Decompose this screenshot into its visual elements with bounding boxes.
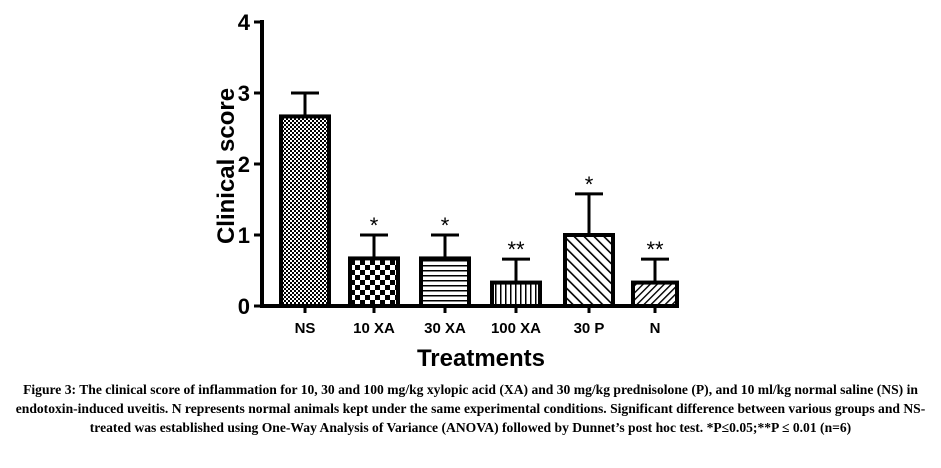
significance-marker: * — [441, 213, 450, 238]
y-tick-label: 0 — [238, 294, 250, 319]
bar-30-p — [563, 233, 615, 308]
x-axis-title: Treatments — [417, 345, 545, 372]
bar-100-xa — [490, 280, 542, 309]
plot-area: 0 1 2 3 4 NS 10 XA * 30 XA * 100 XA ** 30 P * N ** — [238, 10, 679, 337]
significance-marker: * — [585, 172, 594, 197]
significance-marker: ** — [646, 237, 664, 262]
x-tick-label: NS — [295, 320, 316, 337]
y-tick-label: 4 — [238, 10, 251, 35]
x-tick-label: 10 XA — [353, 320, 395, 337]
y-tick-label: 1 — [238, 223, 250, 248]
x-tick-label: 30 XA — [424, 320, 466, 337]
y-axis-title: Clinical score — [213, 88, 240, 244]
bar-ns — [279, 114, 331, 309]
x-tick-label: 100 XA — [491, 320, 541, 337]
bar-30-xa — [419, 256, 471, 308]
bar-n — [631, 280, 679, 309]
x-tick-label: N — [650, 320, 661, 337]
y-tick-label: 3 — [238, 81, 250, 106]
significance-marker: ** — [507, 237, 525, 262]
figure-caption: Figure 3: The clinical score of inflamma… — [15, 382, 926, 435]
x-tick-label: 30 P — [574, 320, 605, 337]
bar-10-xa — [348, 256, 400, 308]
significance-marker: * — [370, 213, 379, 238]
bar-chart: Clinical score Treatments 0 1 2 3 4 NS 10 XA * 3… — [213, 10, 679, 372]
y-tick-label: 2 — [238, 152, 250, 177]
